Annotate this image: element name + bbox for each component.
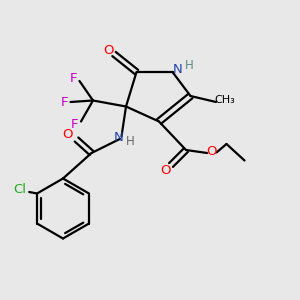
Text: O: O	[62, 128, 73, 142]
Text: F: F	[71, 118, 79, 131]
Text: Cl: Cl	[14, 183, 27, 196]
Text: O: O	[160, 164, 171, 178]
Text: O: O	[103, 44, 114, 58]
Text: H: H	[184, 59, 194, 72]
Text: H: H	[126, 135, 135, 148]
Text: F: F	[70, 71, 77, 85]
Text: O: O	[206, 145, 217, 158]
Text: CH₃: CH₃	[214, 94, 236, 105]
Text: F: F	[61, 95, 68, 109]
Text: N: N	[114, 131, 124, 144]
Text: N: N	[173, 63, 183, 76]
